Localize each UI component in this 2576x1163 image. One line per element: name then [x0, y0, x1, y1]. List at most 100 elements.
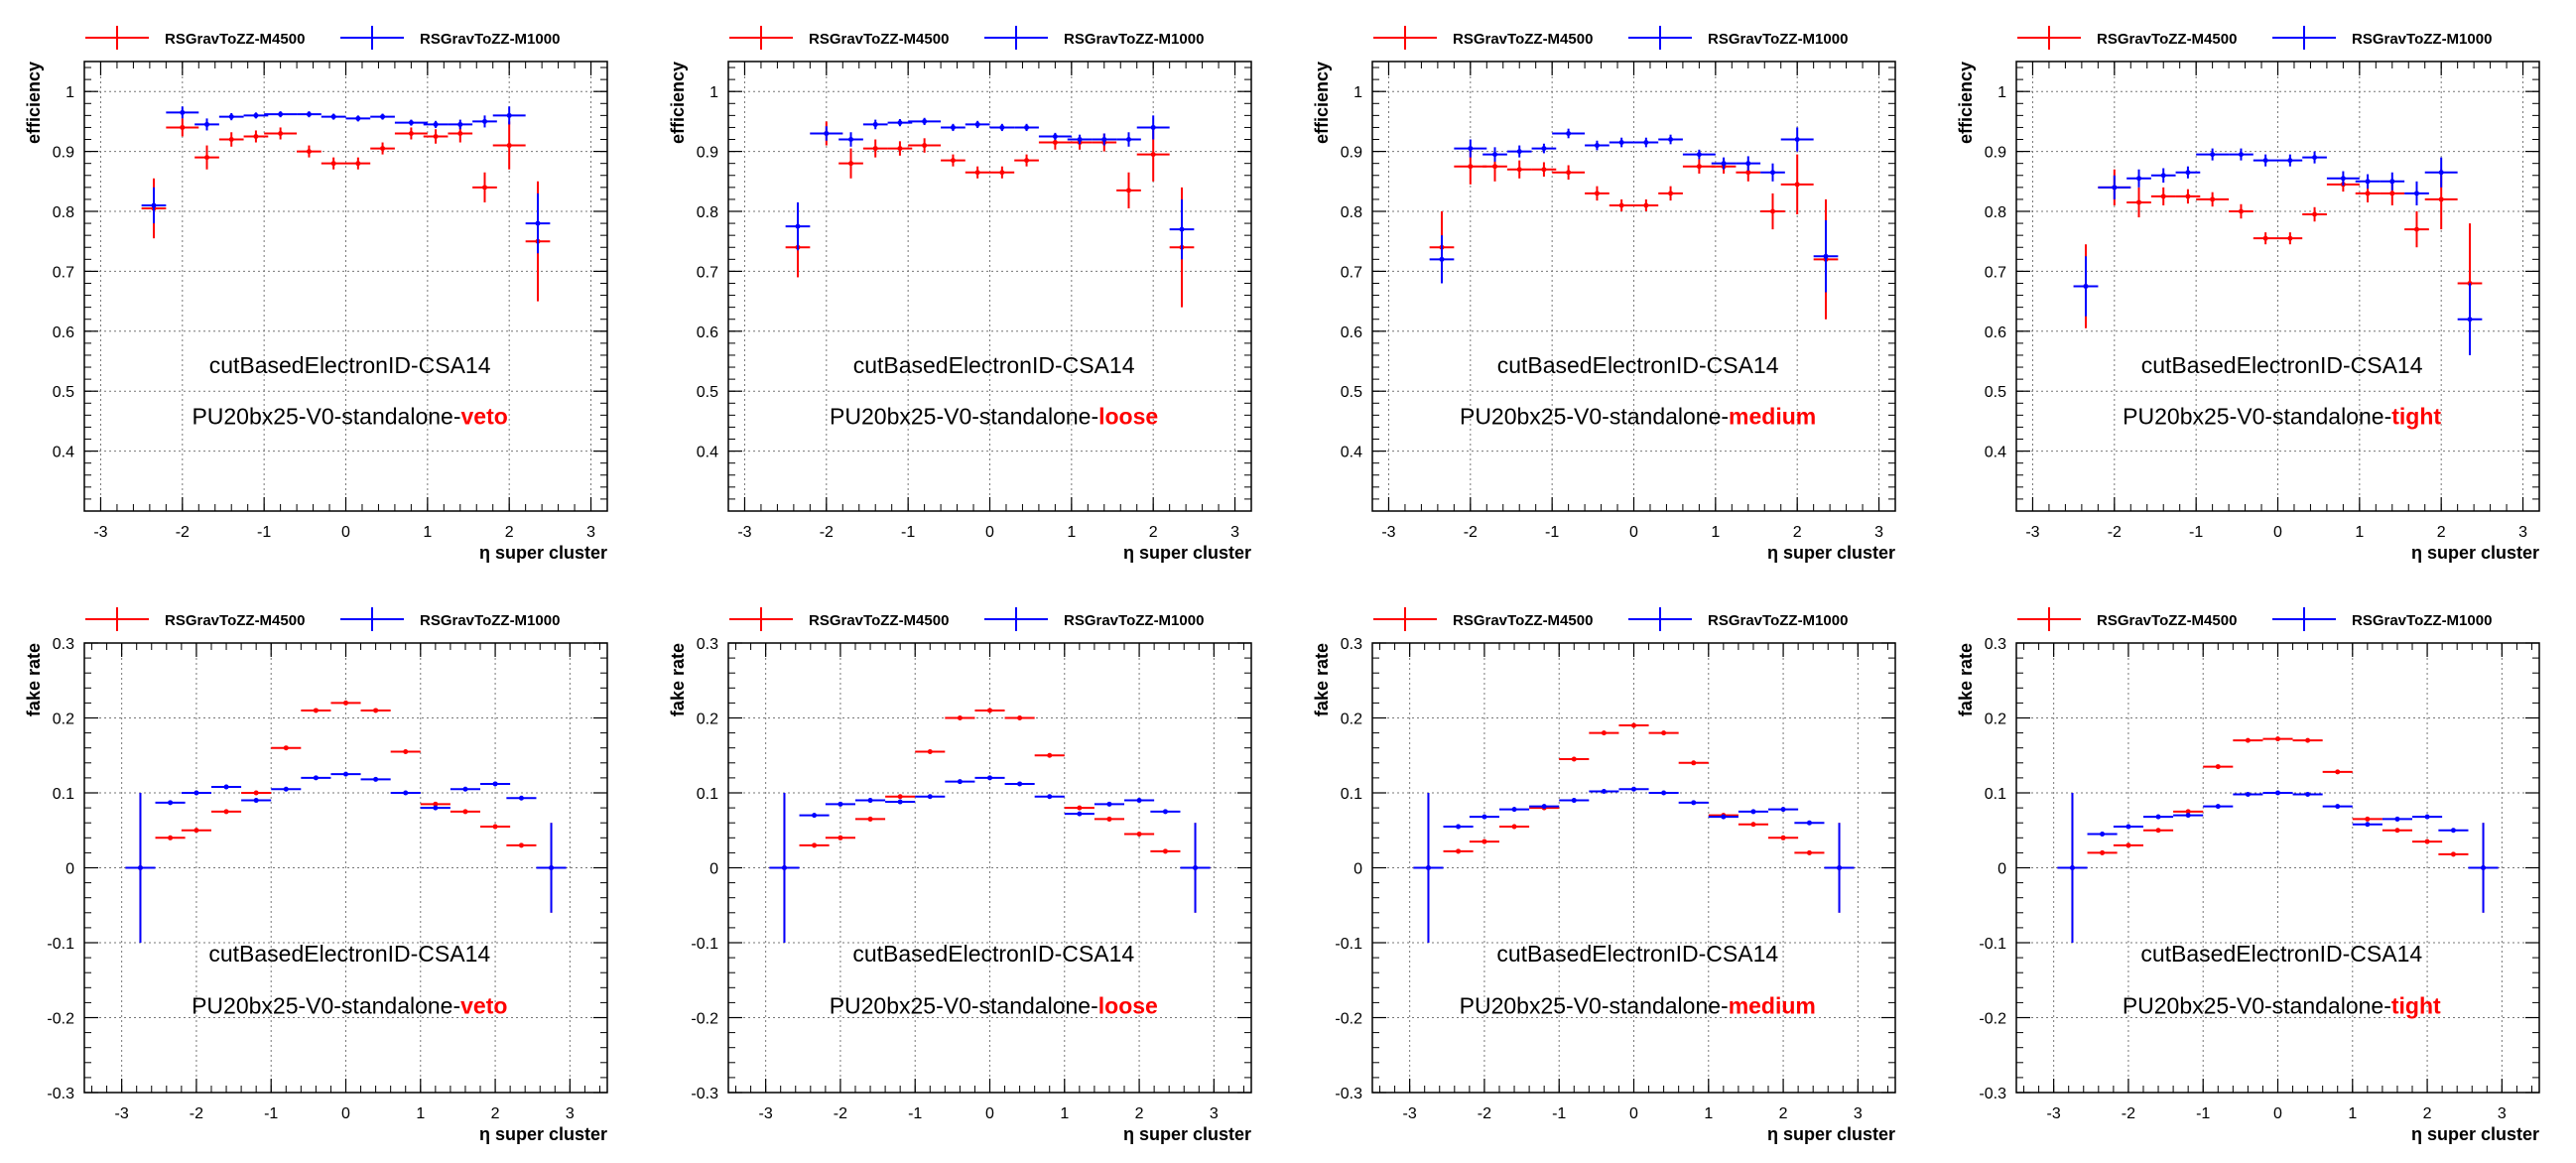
efficiency-tight-panel: -3 -2 -1 0 1 2 3 0.4 0.5 0.6 0.7 0.8 0.9 1 η super clu… [1956, 26, 2540, 563]
point-marker [1024, 124, 1030, 130]
data-point [2382, 828, 2413, 834]
annotation-prefix: PU20bx25-V0-standalone- [2123, 403, 2391, 429]
grid-lines [728, 62, 1251, 511]
data-point [271, 745, 302, 751]
point-marker [151, 202, 157, 208]
point-marker [355, 115, 361, 121]
y-tick-label: 1 [1997, 84, 2006, 101]
data-point [243, 112, 269, 119]
data-point [1736, 156, 1761, 171]
legend-label: RSGravToZZ-M1000 [1064, 612, 1204, 629]
data-point [2057, 793, 2088, 943]
point-marker [2112, 185, 2118, 191]
grid-lines [728, 642, 1251, 1094]
annotation-line-1: cutBasedElectronID-CSA14 [1497, 352, 1779, 378]
y-axis-label: fake rate [1956, 643, 1976, 716]
point-marker [457, 130, 463, 136]
point-marker [1162, 848, 1168, 854]
data-point [345, 115, 371, 122]
annotation-line-2: PU20bx25-V0-standalone-veto [192, 403, 507, 429]
legend-label: RSGravToZZ-M1000 [420, 31, 560, 48]
point-marker [137, 865, 143, 870]
point-marker [837, 801, 843, 807]
data-point [321, 157, 346, 170]
x-tick-label: 2 [505, 524, 514, 541]
series-m1000 [2057, 790, 2499, 943]
data-point [2468, 823, 2499, 913]
point-marker [2424, 814, 2430, 820]
data-point [1780, 127, 1814, 152]
data-point [965, 120, 990, 129]
data-point [989, 166, 1015, 179]
point-marker [1468, 164, 1474, 170]
point-marker [433, 134, 439, 139]
data-point [1429, 235, 1455, 284]
data-point [450, 809, 481, 815]
point-marker [1594, 191, 1600, 196]
data-point [1585, 186, 1610, 201]
point-marker [897, 120, 903, 126]
annotation-line-2: PU20bx25-V0-standalone-loose [830, 993, 1158, 1019]
data-point [2126, 187, 2151, 218]
point-marker [867, 816, 873, 822]
data-point [825, 835, 855, 840]
point-marker [2210, 196, 2216, 202]
point-marker [1077, 805, 1083, 811]
point-marker [1750, 822, 1756, 828]
data-point [1813, 220, 1839, 293]
series-m1000 [141, 106, 551, 254]
x-tick-label: 0 [341, 1105, 350, 1122]
y-tick-label: 0.9 [53, 145, 74, 162]
x-tick-label: 1 [2348, 1105, 2357, 1122]
x-tick-label: 2 [2423, 1105, 2432, 1122]
data-point [1094, 816, 1125, 822]
point-marker [2160, 194, 2166, 199]
y-tick-label: 0.5 [53, 384, 74, 401]
point-marker [1481, 814, 1487, 820]
data-point [210, 809, 242, 815]
point-marker [2160, 173, 2166, 179]
point-marker [2365, 179, 2371, 185]
point-marker [1566, 170, 1572, 176]
point-marker [1106, 816, 1112, 822]
point-marker [355, 161, 361, 167]
data-point [2142, 828, 2174, 834]
data-point [887, 118, 913, 127]
data-point [218, 132, 244, 147]
data-point [1589, 788, 1619, 794]
data-point [394, 119, 428, 126]
x-tick-label: -1 [264, 1105, 278, 1122]
series-m1000 [769, 775, 1211, 943]
annotation-prefix: PU20bx25-V0-standalone- [192, 993, 460, 1019]
data-point [2322, 769, 2353, 775]
data-point [210, 784, 242, 790]
x-axis-label: η super cluster [2411, 1124, 2539, 1144]
x-tick-label: 1 [423, 524, 432, 541]
data-point [423, 120, 449, 129]
data-point [125, 793, 156, 943]
y-tick-label: 0.7 [53, 264, 74, 281]
point-marker [2238, 208, 2244, 214]
data-point [1124, 798, 1155, 804]
annotation-line-2: PU20bx25-V0-standalone-tight [2123, 403, 2441, 429]
y-axis-label: efficiency [1956, 62, 1976, 144]
legend-label: RSGravToZZ-M1000 [420, 612, 560, 629]
point-marker [1017, 715, 1023, 720]
point-marker [1643, 140, 1649, 146]
point-marker [2389, 191, 2395, 196]
data-point [2412, 839, 2443, 844]
data-point [243, 130, 269, 143]
data-point [360, 776, 391, 782]
data-point [1633, 137, 1659, 148]
data-point [1124, 832, 1155, 838]
x-axis-label: η super cluster [1767, 1124, 1895, 1144]
legend-label: RSGravToZZ-M4500 [809, 612, 949, 629]
x-tick-label: 2 [1149, 524, 1158, 541]
data-point [264, 111, 298, 118]
point-marker [2335, 769, 2341, 775]
point-marker [999, 124, 1005, 130]
point-marker [2262, 235, 2268, 241]
data-point [1682, 159, 1716, 174]
y-tick-label: 0 [1353, 861, 1362, 878]
data-point [915, 794, 946, 800]
